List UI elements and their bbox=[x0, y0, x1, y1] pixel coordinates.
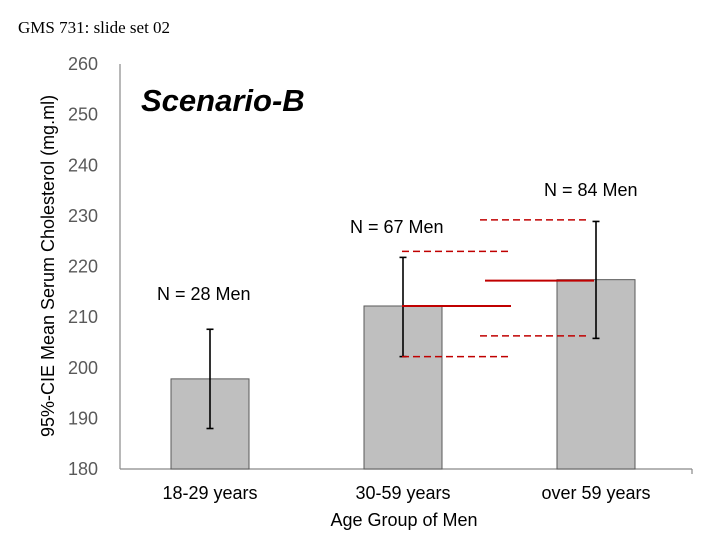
y-tick-label: 180 bbox=[68, 459, 98, 479]
y-tick-label: 220 bbox=[68, 257, 98, 277]
annotation-n-over-59: N = 84 Men bbox=[544, 180, 638, 200]
annotation-n-30-59: N = 67 Men bbox=[350, 217, 444, 237]
chart-title: Scenario-B bbox=[141, 83, 305, 118]
errorbar-over-59 bbox=[592, 220, 600, 340]
y-tick-label: 190 bbox=[68, 408, 98, 428]
x-axis-title: Age Group of Men bbox=[330, 510, 477, 530]
errorbar-18-29 bbox=[206, 328, 214, 430]
x-category-label: over 59 years bbox=[541, 483, 650, 503]
y-tick-label: 230 bbox=[68, 206, 98, 226]
y-tick-label: 250 bbox=[68, 105, 98, 125]
y-tick-label: 260 bbox=[68, 54, 98, 74]
y-tick-label: 200 bbox=[68, 358, 98, 378]
x-category-label: 30-59 years bbox=[355, 483, 450, 503]
annotation-n-18-29: N = 28 Men bbox=[157, 284, 251, 304]
x-category-label: 18-29 years bbox=[162, 483, 257, 503]
y-axis-title: 95%-CIE Mean Serum Cholesterol (mg.ml) bbox=[38, 95, 58, 437]
y-tick-label: 210 bbox=[68, 307, 98, 327]
slide-header: GMS 731: slide set 02 bbox=[18, 18, 171, 37]
y-tick-label: 240 bbox=[68, 155, 98, 175]
